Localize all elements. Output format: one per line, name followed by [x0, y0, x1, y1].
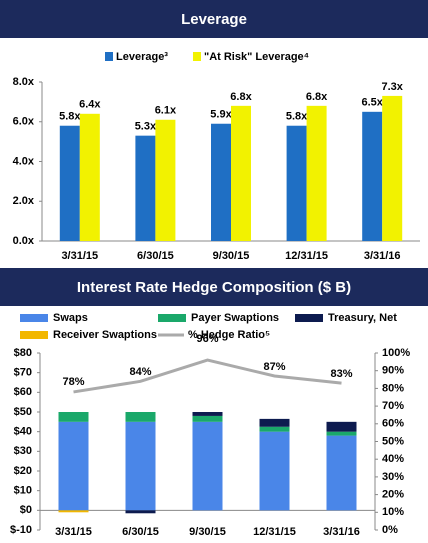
- y-tick-label: 4.0x: [13, 155, 35, 167]
- x-tick-label: 6/30/15: [122, 526, 159, 538]
- x-tick-label: 6/30/15: [137, 250, 174, 262]
- bar: [382, 95, 403, 241]
- y-tick-label: $40: [14, 426, 32, 438]
- x-tick-label: 12/31/15: [253, 526, 296, 538]
- chart-title: Interest Rate Hedge Composition ($ B): [77, 279, 351, 296]
- legend-swatch: [158, 314, 186, 322]
- data-label: 6.8x: [306, 91, 328, 103]
- y2-tick-label: 90%: [382, 365, 404, 377]
- bar: [155, 119, 176, 241]
- hedge-ratio-line: [73, 358, 342, 394]
- bar-segment: [259, 431, 290, 511]
- legend-swatch: [20, 314, 48, 322]
- data-label: 7.3x: [381, 81, 403, 93]
- data-label: 78%: [62, 376, 84, 388]
- y-tick-label: $10: [14, 485, 32, 497]
- bar: [362, 111, 383, 241]
- header-bar: [0, 0, 428, 38]
- y-tick-label: 6.0x: [13, 116, 35, 128]
- legend-label: Leverage³: [116, 51, 168, 63]
- data-label: 96%: [196, 333, 218, 345]
- bar: [286, 125, 307, 241]
- legend-label: Payer Swaptions: [191, 312, 279, 324]
- data-label: 6.1x: [155, 105, 177, 117]
- y2-tick-label: 10%: [382, 506, 404, 518]
- data-label: 6.5x: [361, 97, 383, 109]
- bar-segment: [192, 412, 223, 416]
- bar-segment: [125, 412, 156, 422]
- x-tick-label: 3/31/16: [364, 250, 401, 262]
- legend-label: "At Risk" Leverage⁴: [204, 51, 309, 63]
- data-label: 5.8x: [59, 111, 81, 123]
- x-tick-label: 3/31/15: [61, 250, 98, 262]
- leverage-chart: Leverage 0.0x 2.0x 4.0x 6.0x 8.0x Leverage³ "A…: [0, 0, 428, 262]
- data-label: 5.3x: [135, 121, 157, 133]
- bar-segment: [326, 435, 357, 511]
- bar-segment: [192, 415, 223, 422]
- y-tick-label: $20: [14, 465, 32, 477]
- y-tick-label: 8.0x: [13, 76, 35, 88]
- legend-swatch: [192, 52, 201, 61]
- y2-tick-label: 60%: [382, 418, 404, 430]
- bar: [211, 123, 231, 241]
- bar-segment: [326, 431, 357, 436]
- y2-tick-label: 80%: [382, 382, 404, 394]
- y2-tick-label: 100%: [382, 347, 410, 359]
- data-label: 5.9x: [210, 109, 232, 121]
- y2-tick-label: 50%: [382, 435, 404, 447]
- bar-segment: [58, 510, 89, 513]
- data-label: 84%: [129, 366, 151, 378]
- data-label: 5.8x: [286, 111, 308, 123]
- bar-segment: [326, 421, 357, 432]
- y2-tick-label: 20%: [382, 489, 404, 501]
- y-tick-label: $0: [20, 504, 32, 516]
- bar: [59, 125, 80, 241]
- bar-segment: [259, 426, 290, 432]
- legend-label: % Hedge Ratio⁵: [188, 329, 270, 341]
- y-tick-label: 0.0x: [13, 235, 35, 247]
- y2-tick-label: 0%: [382, 524, 398, 536]
- bar: [306, 105, 327, 241]
- data-label: 6.4x: [79, 99, 101, 111]
- x-tick-label: 3/31/16: [323, 526, 360, 538]
- header-bar: [0, 268, 428, 306]
- legend-label: Swaps: [53, 312, 88, 324]
- x-tick-label: 12/31/15: [285, 250, 328, 262]
- bar-segment: [58, 421, 89, 511]
- bar-segment: [259, 418, 290, 427]
- legend-label: Receiver Swaptions: [53, 329, 157, 341]
- y-tick-label: $80: [14, 347, 32, 359]
- y-tick-label: $50: [14, 406, 32, 418]
- y-tick-label: $30: [14, 445, 32, 457]
- y-tick-label: $70: [14, 367, 32, 379]
- bar: [135, 135, 156, 241]
- hedge-chart: Interest Rate Hedge Composition ($ B) $-…: [0, 268, 428, 538]
- bar: [79, 113, 100, 241]
- y2-tick-label: 30%: [382, 471, 404, 483]
- legend-swatch: [20, 331, 48, 339]
- y-tick-label: 2.0x: [13, 195, 35, 207]
- bar-segment: [58, 412, 89, 422]
- data-label: 6.8x: [230, 91, 252, 103]
- bar-segment: [125, 421, 156, 511]
- y-tick-label: $-10: [10, 524, 32, 536]
- x-tick-label: 9/30/15: [189, 526, 226, 538]
- y-tick-label: $60: [14, 386, 32, 398]
- x-tick-label: 3/31/15: [55, 526, 92, 538]
- bar-segment: [192, 421, 223, 511]
- legend-label: Treasury, Net: [328, 312, 397, 324]
- legend-swatch: [105, 52, 113, 61]
- y2-tick-label: 70%: [382, 400, 404, 412]
- data-label: 83%: [330, 368, 352, 380]
- data-label: 87%: [263, 361, 285, 373]
- bar-segment: [125, 510, 156, 514]
- bar: [231, 105, 251, 241]
- chart-title: Leverage: [181, 11, 247, 28]
- y2-tick-label: 40%: [382, 453, 404, 465]
- legend-swatch: [295, 314, 323, 322]
- x-tick-label: 9/30/15: [213, 250, 250, 262]
